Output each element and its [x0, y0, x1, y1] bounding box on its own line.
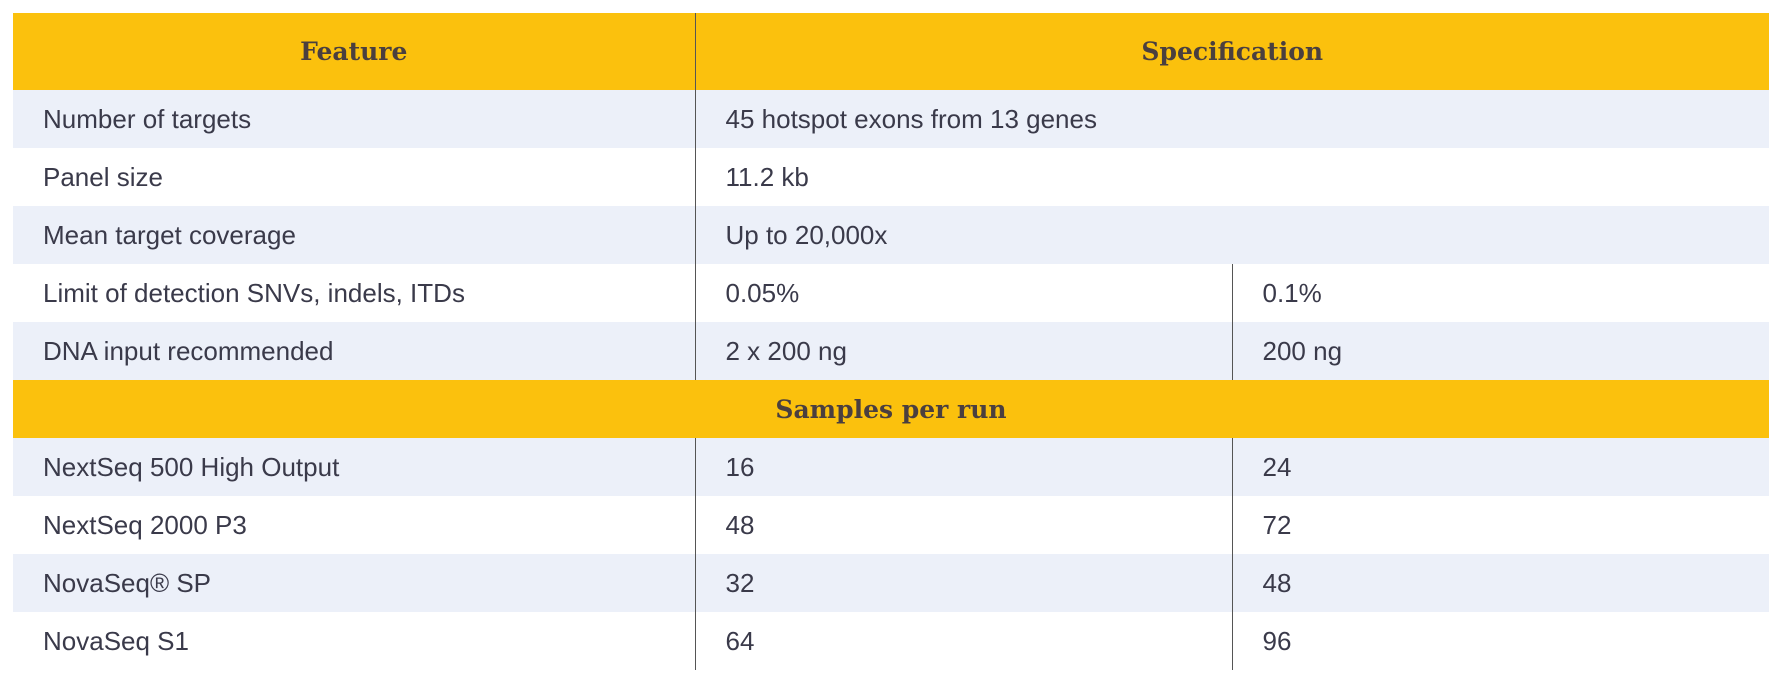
section-header-row: Samples per run	[13, 380, 1769, 438]
row-value: 45 hotspot exons from 13 genes	[694, 90, 1769, 148]
row-label: Panel size	[13, 148, 695, 206]
table-row: NextSeq 500 High Output 16 24	[13, 438, 1769, 496]
table-row: DNA input recommended 2 x 200 ng 200 ng	[13, 322, 1769, 380]
table-row: Panel size 11.2 kb	[13, 148, 1769, 206]
row-label: Number of targets	[13, 90, 695, 148]
row-value: Up to 20,000x	[694, 206, 1769, 264]
row-value-a: 16	[694, 438, 1232, 496]
row-value-a: 64	[694, 612, 1232, 670]
row-label: Limit of detection SNVs, indels, ITDs	[13, 264, 695, 322]
row-label: NovaSeq® SP	[13, 554, 695, 612]
header-feature: Feature	[13, 13, 695, 90]
row-label: DNA input recommended	[13, 322, 695, 380]
table-row: Limit of detection SNVs, indels, ITDs 0.…	[13, 264, 1769, 322]
row-value-b: 24	[1231, 438, 1769, 496]
row-value-a: 0.05%	[694, 264, 1232, 322]
section-title: Samples per run	[13, 380, 1769, 438]
header-specification: Specification	[694, 13, 1769, 90]
row-label: NovaSeq S1	[13, 612, 695, 670]
row-value-b: 48	[1231, 554, 1769, 612]
row-label: Mean target coverage	[13, 206, 695, 264]
table-row: Number of targets 45 hotspot exons from …	[13, 90, 1769, 148]
row-value-a: 2 x 200 ng	[694, 322, 1232, 380]
row-value-a: 48	[694, 496, 1232, 554]
row-label: NextSeq 2000 P3	[13, 496, 695, 554]
row-value-a: 32	[694, 554, 1232, 612]
specification-table: Feature Specification Number of targets …	[13, 13, 1769, 670]
table-row: NextSeq 2000 P3 48 72	[13, 496, 1769, 554]
row-value: 11.2 kb	[694, 148, 1769, 206]
row-value-b: 0.1%	[1231, 264, 1769, 322]
row-label: NextSeq 500 High Output	[13, 438, 695, 496]
row-value-b: 72	[1231, 496, 1769, 554]
table-row: Mean target coverage Up to 20,000x	[13, 206, 1769, 264]
row-value-b: 96	[1231, 612, 1769, 670]
table-row: NovaSeq S1 64 96	[13, 612, 1769, 670]
row-value-b: 200 ng	[1231, 322, 1769, 380]
header-row: Feature Specification	[13, 13, 1769, 90]
table-row: NovaSeq® SP 32 48	[13, 554, 1769, 612]
